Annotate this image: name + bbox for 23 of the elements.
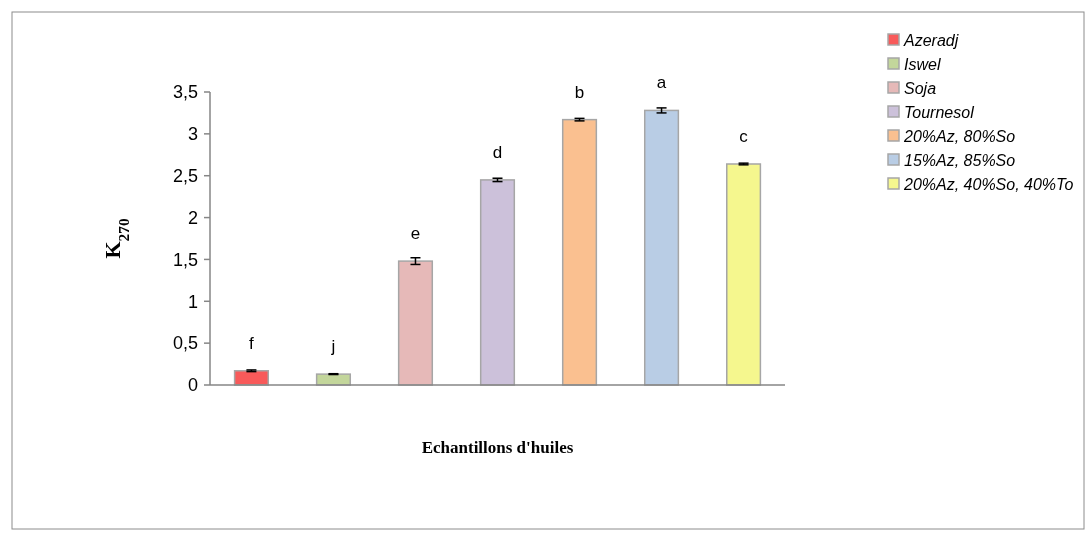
data-label: c — [739, 126, 749, 146]
data-label: e — [410, 224, 421, 244]
y-tick-label: 0 — [187, 375, 198, 396]
legend-label: Iswel — [904, 55, 941, 73]
y-tick-label: 3,5 — [172, 82, 198, 103]
legend-label: 20%Az, 40%So, 40%To — [903, 175, 1074, 193]
data-label: b — [574, 82, 585, 102]
legend-label: Soja — [904, 79, 937, 97]
legend-label: Azeradj — [903, 31, 959, 49]
data-label: a — [656, 73, 667, 93]
legend-label: 20%Az, 80%So — [903, 127, 1016, 145]
y-tick-label: 2,5 — [172, 166, 198, 187]
y-tick-label: 1 — [187, 291, 198, 312]
data-label: j — [330, 337, 336, 357]
legend-label: 15%Az, 85%So — [904, 151, 1016, 169]
y-tick-label: 2 — [187, 207, 198, 228]
x-axis-title: Echantillons d'huiles — [421, 438, 574, 457]
y-tick-label: 1,5 — [172, 249, 198, 270]
y-tick-label: 3 — [187, 124, 198, 145]
data-label: d — [492, 142, 503, 162]
y-tick-label: 0,5 — [172, 333, 198, 354]
legend-label: Tournesol — [904, 103, 975, 121]
data-label: f — [249, 333, 255, 353]
